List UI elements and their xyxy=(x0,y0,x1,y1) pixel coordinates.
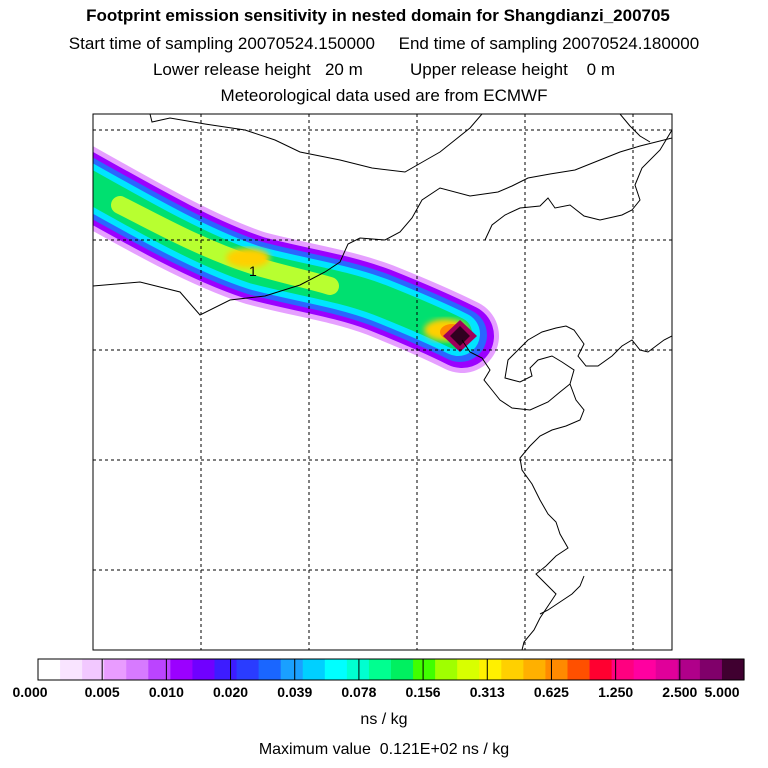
colorbar-tick-label: 2.500 xyxy=(662,684,698,700)
colorbar-tick-label: 0.156 xyxy=(405,684,441,700)
receptor-label: 1 xyxy=(249,263,257,279)
colorbar-swatch xyxy=(302,659,326,680)
colorbar-tick-label: 0.313 xyxy=(469,684,505,700)
colorbar-tick-label: 0.010 xyxy=(148,684,184,700)
colorbar-tick-label: 0.005 xyxy=(84,684,120,700)
colorbar-swatch xyxy=(148,659,171,680)
colorbar-tick-label: 5.000 xyxy=(704,684,740,700)
coastline xyxy=(519,383,585,650)
colorbar-tick-label: 0.020 xyxy=(213,684,249,700)
colorbar-swatch xyxy=(501,659,524,680)
border-line xyxy=(149,114,483,173)
colorbar-swatch xyxy=(368,659,392,680)
colorbar-swatch xyxy=(126,659,149,680)
colorbar-swatch xyxy=(457,659,480,680)
colorbar-swatch xyxy=(391,659,414,680)
colorbar-tick-label: 0.000 xyxy=(12,684,48,700)
colorbar-tick-label: 0.625 xyxy=(533,684,569,700)
colorbar-swatch xyxy=(346,659,370,680)
colorbar-swatch xyxy=(258,659,282,680)
colorbar-swatch xyxy=(170,659,194,680)
colorbar-tick-label: 1.250 xyxy=(598,684,634,700)
colorbar-swatch xyxy=(523,659,547,680)
maximum-value-text: Maximum value 0.121E+02 ns / kg xyxy=(258,741,510,758)
colorbar-swatch xyxy=(677,659,701,680)
colorbar-swatch xyxy=(192,659,216,680)
colorbar-unit: ns / kg xyxy=(360,711,408,728)
meteorological-data-line: Meteorological data used are from ECMWF xyxy=(220,86,548,105)
coastline xyxy=(484,129,672,241)
colorbar-swatch xyxy=(589,659,613,680)
colorbar-swatch xyxy=(545,659,569,680)
colorbar-swatch xyxy=(721,659,745,680)
colorbar-swatch xyxy=(479,659,502,680)
colorbar-swatch xyxy=(567,659,591,680)
colorbar-swatch xyxy=(633,659,657,680)
colorbar-swatch xyxy=(104,659,127,680)
plume-core-west xyxy=(226,248,270,268)
sampling-time-line: Start time of sampling 20070524.150000 E… xyxy=(68,34,700,53)
coastline xyxy=(539,575,585,615)
colorbar-swatch xyxy=(236,659,260,680)
border-line xyxy=(93,137,672,316)
colorbar xyxy=(37,659,745,680)
colorbar-tick-label: 0.039 xyxy=(277,684,313,700)
release-height-line: Lower release height 20 m Upper release … xyxy=(152,60,616,79)
border-line xyxy=(619,114,651,143)
colorbar-swatch xyxy=(655,659,679,680)
colorbar-swatch xyxy=(699,659,723,680)
colorbar-swatch xyxy=(280,659,304,680)
colorbar-swatch xyxy=(413,659,436,680)
colorbar-swatch xyxy=(611,659,635,680)
map-frame xyxy=(92,113,673,651)
colorbar-swatch xyxy=(324,659,348,680)
colorbar-tick-label: 0.078 xyxy=(341,684,377,700)
colorbar-frame xyxy=(37,658,745,681)
colorbar-swatch xyxy=(82,659,105,680)
colorbar-swatch xyxy=(214,659,238,680)
colorbar-swatch xyxy=(60,659,83,680)
coastline xyxy=(461,325,672,411)
map-title: Footprint emission sensitivity in nested… xyxy=(86,6,670,25)
colorbar-swatch xyxy=(38,659,61,680)
release-site-marker-inner xyxy=(450,326,470,346)
plume-layer xyxy=(93,146,499,373)
colorbar-swatch xyxy=(435,659,458,680)
map-boundaries xyxy=(93,114,672,650)
